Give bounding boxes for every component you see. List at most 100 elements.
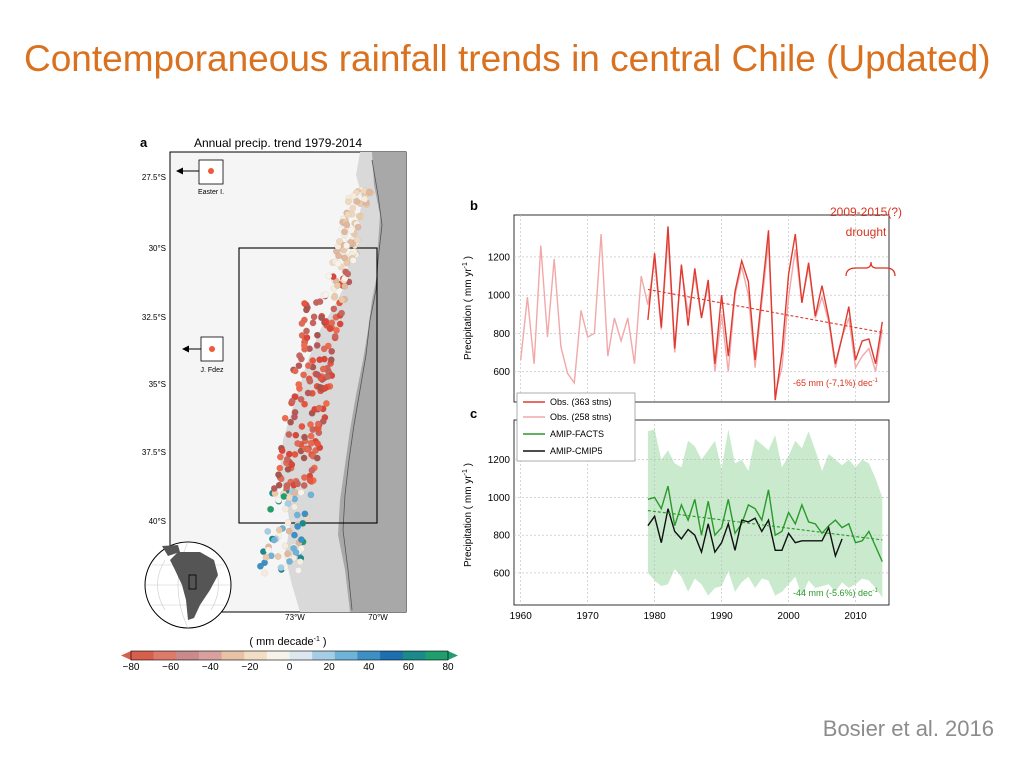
- colorbar-tick-label: −60: [162, 662, 179, 673]
- colorbar: [121, 650, 458, 661]
- xtick-label: 1990: [710, 611, 733, 622]
- station-dot: [328, 319, 336, 327]
- map-title: Annual precip. trend 1979-2014: [194, 136, 362, 150]
- station-dot: [275, 471, 282, 479]
- colorbar-segment: [380, 651, 404, 660]
- colorbar-tick-label: −40: [202, 662, 219, 673]
- station-dot: [270, 536, 278, 544]
- station-dot: [301, 510, 309, 518]
- station-dot: [307, 432, 315, 440]
- station-dot: [331, 333, 339, 340]
- legend-box: [516, 392, 636, 462]
- panel-c-spread-band: [647, 429, 883, 598]
- station-dot: [294, 523, 301, 530]
- station-dot: [316, 298, 324, 305]
- station-dot: [303, 327, 310, 335]
- colorbar-tick-label: −20: [241, 662, 258, 673]
- station-dot: [277, 564, 285, 572]
- station-dot: [334, 260, 342, 268]
- colorbar-segment: [425, 651, 449, 660]
- drought-annotation-line2: drought: [846, 225, 887, 239]
- station-dot: [314, 420, 322, 428]
- station-dot: [270, 485, 278, 492]
- station-dot: [281, 414, 289, 422]
- colorbar-segment: [357, 651, 381, 660]
- station-dot: [275, 496, 282, 504]
- lat-label: 32.5°S: [142, 313, 166, 322]
- lat-label: 35°S: [149, 380, 166, 389]
- station-dot: [265, 546, 272, 554]
- station-dot: [300, 371, 307, 379]
- station-dot: [301, 474, 308, 481]
- station-dot: [322, 291, 330, 299]
- panel-b-lines: [520, 226, 883, 401]
- drought-annotation-line1: 2009-2015(?): [830, 205, 902, 219]
- station-dot: [325, 272, 333, 280]
- map-border: [342, 159, 383, 611]
- panel-c-yticks: 600 800 1000 1200: [488, 455, 511, 579]
- station-dot: [267, 505, 275, 513]
- series-amip-facts: [647, 485, 883, 562]
- station-dot: [278, 447, 286, 454]
- station-dot: [330, 305, 338, 313]
- panel-b-yticks: 600 800 1000 1200: [488, 252, 511, 377]
- station-dot: [341, 282, 349, 290]
- station-dot: [334, 282, 341, 289]
- station-dot: [282, 505, 290, 513]
- station-dot: [361, 195, 369, 203]
- ytick-label: 600: [493, 367, 510, 378]
- panel-b-ylabel: Precipitation ( mm yr-1 ): [462, 256, 474, 360]
- colorbar-segment: [198, 651, 222, 660]
- station-dot: [319, 417, 327, 425]
- panel-a: a Annual precip. trend 1979-2014 27.5°S …: [121, 135, 458, 673]
- xtick-label: 1960: [510, 611, 533, 622]
- station-dot: [291, 503, 298, 511]
- station-dots: [257, 186, 375, 577]
- inset-label: J. Fdez: [201, 367, 224, 374]
- station-dot: [288, 397, 296, 405]
- station-dot: [344, 211, 352, 218]
- ytick-label: 1200: [488, 252, 511, 263]
- map-andes: [338, 152, 406, 612]
- lon-label: 70°W: [368, 613, 388, 622]
- station-dot: [286, 494, 293, 502]
- station-dot: [300, 454, 308, 462]
- colorbar-tick-label: 20: [324, 662, 336, 673]
- panel-c-trend-label: -44 mm (-5.6%) dec-1: [793, 588, 879, 598]
- colorbar-tick-label: 0: [287, 662, 293, 673]
- station-dot: [291, 451, 299, 458]
- station-dot: [257, 562, 264, 570]
- drought-brace-icon: [845, 261, 896, 277]
- station-dot: [294, 480, 301, 488]
- colorbar-ticks: −80 −60 −40 −20 0 20 40 60 80: [123, 662, 454, 673]
- panel-b-grid: [514, 215, 889, 402]
- panel-b: b 600 800 1000 1200 Precipitation ( mm yr-1…: [462, 198, 902, 403]
- panel-c-letter: c: [470, 406, 477, 421]
- station-dot: [298, 423, 306, 430]
- arrow-left-icon: [182, 345, 189, 353]
- series-obs363: [647, 226, 883, 401]
- station-dot: [276, 464, 284, 472]
- station-dot: [283, 455, 291, 463]
- inset-label: Easter I.: [198, 189, 224, 196]
- colorbar-segment: [289, 651, 313, 660]
- legend-item: Obs. (258 stns): [550, 412, 612, 422]
- station-dot: [343, 242, 350, 250]
- station-dot: [300, 342, 308, 349]
- station-dot: [291, 489, 299, 497]
- station-dot: [291, 531, 298, 539]
- station-dot: [292, 431, 300, 439]
- easter-island-inset: [198, 159, 224, 185]
- station-dot: [301, 400, 308, 408]
- citation: Bosier et al. 2016: [822, 716, 994, 741]
- station-dot: [297, 395, 305, 403]
- station-dot: [303, 306, 310, 314]
- legend-item: AMIP-CMIP5: [550, 446, 603, 456]
- slide-title: Contemporaneous rainfall trends in centr…: [24, 38, 991, 79]
- station-dot: [274, 553, 282, 560]
- station-dot: [304, 446, 312, 453]
- station-dot: [336, 320, 344, 328]
- station-dot: [350, 192, 357, 200]
- station-dot: [315, 404, 323, 412]
